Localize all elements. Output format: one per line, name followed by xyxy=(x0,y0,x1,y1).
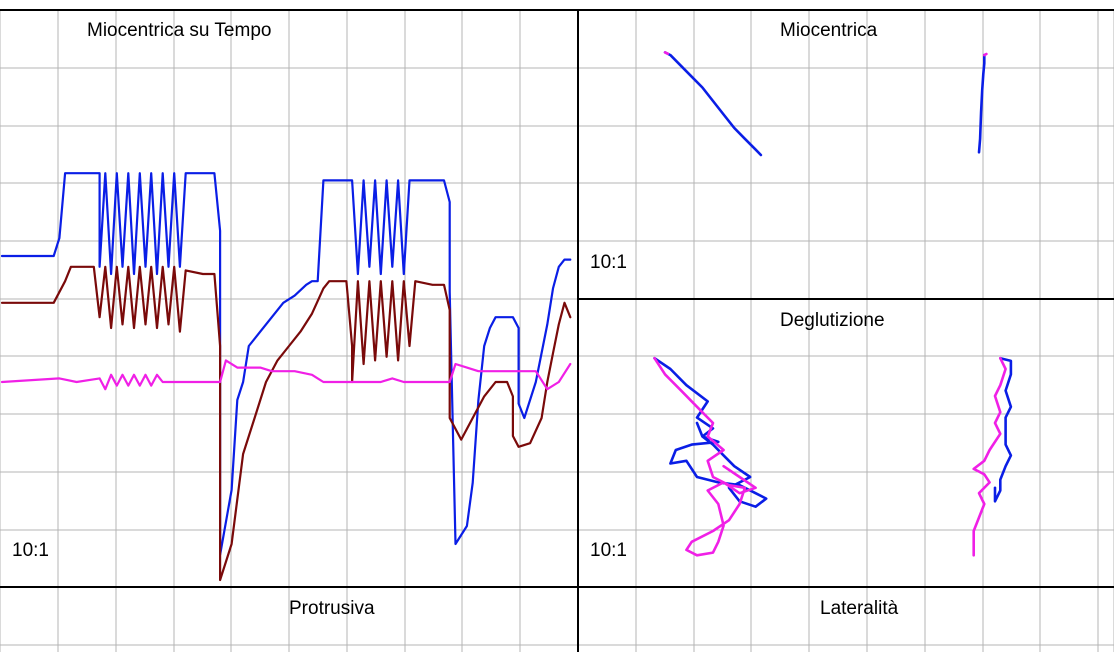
protrusiva-panel-title: Protrusiva xyxy=(289,598,375,619)
plot-0-series-0-line xyxy=(0,172,572,556)
miocentrica-panel-title: Miocentrica xyxy=(780,20,878,41)
plot-0-series-2-line xyxy=(0,359,572,391)
plot-0-series-1-line xyxy=(0,265,572,582)
plot-2-series-3-line xyxy=(972,356,1007,557)
deglutizione-panel-title: Deglutizione xyxy=(780,310,885,331)
plot-1-series-1-line xyxy=(663,51,670,56)
time-panel-title: Miocentrica su Tempo xyxy=(87,20,272,41)
plot-1 xyxy=(663,51,988,157)
time-panel-scale-label: 10:1 xyxy=(12,540,49,561)
plot-1-series-2-line xyxy=(977,53,986,154)
lateralita-panel-title: Lateralità xyxy=(820,598,899,619)
deglutizione-scale-label: 10:1 xyxy=(590,540,627,561)
plot-2-series-1-line xyxy=(653,356,757,557)
miocentrica-scale-label: 10:1 xyxy=(590,252,627,273)
series-layer xyxy=(0,51,1013,582)
plot-2 xyxy=(653,356,1013,557)
frame-layer xyxy=(0,9,1114,652)
plot-2-series-0-line xyxy=(653,356,768,509)
plot-2-series-2-line xyxy=(993,356,1013,503)
plot-0 xyxy=(0,172,572,582)
plot-1-series-0-line xyxy=(663,51,763,157)
plot-1-series-3-line xyxy=(982,52,988,57)
grid-layer xyxy=(0,9,1114,652)
